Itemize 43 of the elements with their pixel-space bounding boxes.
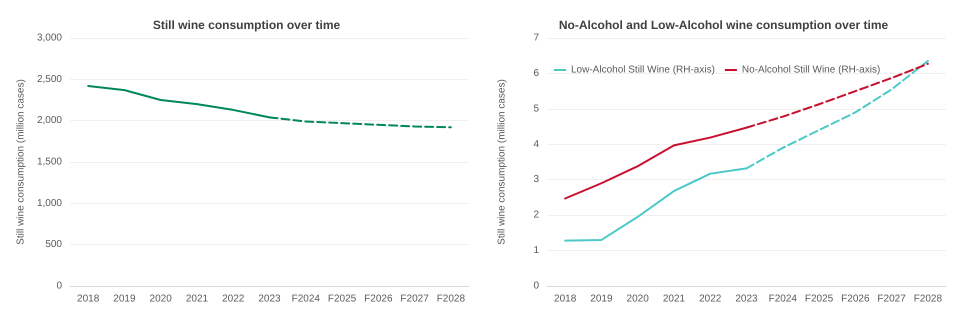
y-axis-title: Still wine consumption (million cases) <box>496 79 508 245</box>
x-tick-label: F2024 <box>292 294 320 304</box>
x-tick-label: 2021 <box>662 294 686 304</box>
x-tick-label: F2027 <box>400 294 430 304</box>
y-axis-title: Still wine consumption (million cases) <box>16 79 27 245</box>
legend-label: No-Alcohol Still Wine (RH-axis) <box>742 64 880 76</box>
x-tick-label: 2020 <box>626 294 650 304</box>
legend-label: Low-Alcohol Still Wine (RH-axis) <box>571 64 715 76</box>
y-tick-label: 6 <box>533 68 540 79</box>
x-tick-label: F2024 <box>768 294 798 304</box>
y-tick-label: 1 <box>533 245 540 256</box>
x-tick-label: F2027 <box>877 294 906 304</box>
x-tick-label: F2026 <box>841 294 870 304</box>
y-tick-label: 1,000 <box>36 198 62 209</box>
x-tick-label: 2019 <box>113 294 136 304</box>
x-tick-label: 2018 <box>77 294 100 304</box>
x-tick-label: 2020 <box>150 294 172 304</box>
x-tick-label: F2025 <box>328 294 357 304</box>
y-tick-label: 5 <box>533 103 540 114</box>
chart-title: Still wine consumption over time <box>152 18 341 32</box>
y-tick-label: 1,500 <box>36 156 62 168</box>
x-tick-label: 2023 <box>258 294 282 304</box>
x-tick-label: 2022 <box>699 294 722 304</box>
x-tick-label: F2026 <box>364 294 393 304</box>
x-tick-label: 2019 <box>590 294 613 304</box>
y-tick-label: 2 <box>533 210 540 221</box>
x-tick-label: F2025 <box>804 294 834 304</box>
chart-title: No-Alcohol and Low-Alcohol wine consumption over time <box>558 18 888 32</box>
y-tick-label: 7 <box>533 32 540 44</box>
y-tick-label: 2,000 <box>36 115 62 126</box>
y-tick-label: 0 <box>56 280 62 292</box>
x-tick-label: 2018 <box>554 294 577 304</box>
x-tick-label: 2023 <box>735 294 758 304</box>
x-tick-label: F2028 <box>914 294 942 304</box>
y-tick-label: 2,500 <box>36 74 62 85</box>
y-tick-label: 500 <box>45 239 62 250</box>
x-tick-label: F2028 <box>436 294 466 304</box>
y-tick-label: 0 <box>533 280 540 292</box>
y-tick-label: 3 <box>533 174 540 186</box>
x-tick-label: 2021 <box>186 294 209 304</box>
y-tick-label: 4 <box>533 138 540 150</box>
x-tick-label: 2022 <box>222 294 245 304</box>
y-tick-label: 3,000 <box>36 32 62 44</box>
